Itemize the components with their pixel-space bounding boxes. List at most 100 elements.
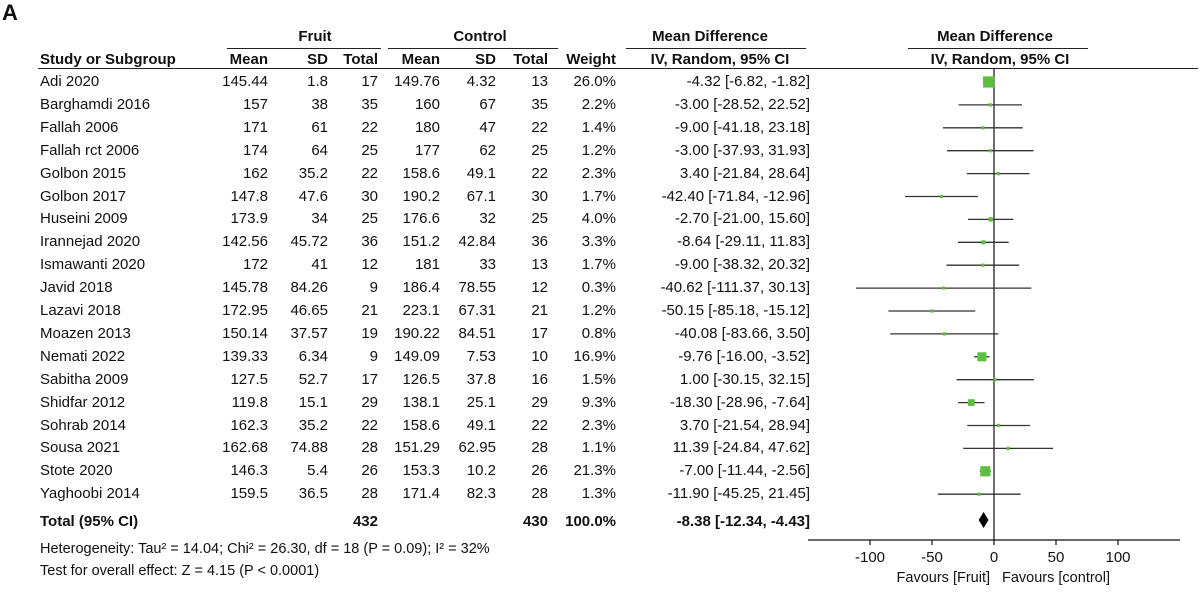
study-name: Stote 2020: [40, 462, 113, 480]
weight: 4.0%: [581, 210, 616, 228]
effect-marker: [942, 286, 946, 290]
control-total: 36: [531, 233, 548, 251]
weight: 9.3%: [581, 393, 616, 411]
effect-marker: [983, 76, 995, 88]
mean-difference-ci: -50.15 [-85.18, -15.12]: [661, 302, 810, 319]
control-total: 13: [531, 73, 548, 90]
control-mean: 190.2: [402, 187, 440, 205]
effect-marker: [981, 126, 985, 130]
fruit-sd: 41: [311, 256, 328, 274]
control-sd-header: SD: [475, 51, 496, 68]
mean-difference-ci: -9.00 [-38.32, 20.32]: [674, 256, 810, 274]
fruit-total-header: Total: [343, 51, 378, 68]
control-mean: 149.09: [394, 347, 440, 365]
effect-marker: [981, 263, 985, 267]
fruit-total: 12: [361, 256, 378, 274]
control-mean: 151.29: [394, 439, 440, 457]
study-name: Sohrab 2014: [40, 416, 126, 434]
mean-difference-ci: 3.70 [-21.54, 28.94]: [679, 416, 810, 434]
weight-header: Weight: [566, 51, 616, 68]
weight: 0.8%: [581, 324, 616, 342]
study-name: Golbon 2015: [40, 164, 126, 182]
mean-difference-ci: -42.40 [-71.84, -12.96]: [661, 187, 810, 205]
study-name: Fallah rct 2006: [40, 141, 140, 159]
panel-label: A: [2, 0, 18, 25]
control-sd: 33: [479, 256, 496, 274]
study-name: Shidfar 2012: [40, 393, 126, 411]
total-ci: -8.38 [-12.34, -4.43]: [676, 513, 810, 530]
control-mean: 151.2: [402, 233, 440, 251]
x-tick-label: -50: [921, 549, 943, 566]
fruit-sd-header: SD: [307, 51, 328, 68]
study-name: Adi 2020: [40, 73, 100, 90]
fruit-group-header: Fruit: [298, 28, 332, 45]
fruit-total: 22: [361, 118, 378, 136]
mean-difference-ci: 3.40 [-21.84, 28.64]: [679, 164, 810, 182]
mean-difference-ci: -40.62 [-111.37, 30.13]: [660, 279, 810, 297]
overall-effect-test: Test for overall effect: Z = 4.15 (P < 0…: [40, 563, 320, 579]
fruit-total: 9: [369, 279, 378, 297]
effect-marker: [981, 240, 986, 245]
md-left-subheader: IV, Random, 95% CI: [650, 51, 790, 68]
weight: 0.3%: [581, 279, 616, 297]
md-right-header-rule: [908, 48, 1088, 49]
table-header-rule: [38, 68, 1198, 69]
mean-difference-ci: -3.00 [-28.52, 22.52]: [674, 95, 810, 113]
control-total: 25: [531, 210, 548, 228]
effect-marker: [977, 492, 981, 496]
md-left-header: Mean Difference: [652, 28, 768, 45]
study-name: Javid 2018: [40, 279, 113, 297]
fruit-total: 25: [361, 210, 378, 228]
control-sd: 10.2: [466, 462, 496, 480]
fruit-sd: 35.2: [298, 416, 328, 434]
fruit-total: 28: [361, 485, 378, 503]
weight: 26.0%: [573, 73, 616, 90]
control-total: 29: [531, 393, 548, 411]
control-sd: 4.32: [466, 73, 496, 90]
weight: 1.5%: [581, 370, 616, 388]
mean-difference-ci: 1.00 [-30.15, 32.15]: [679, 370, 810, 388]
study-name: Ismawanti 2020: [40, 256, 146, 274]
favours-fruit-label: Favours [Fruit]: [897, 570, 990, 586]
x-tick-label: 100: [1105, 549, 1130, 566]
control-sd: 82.3: [466, 485, 496, 503]
md-right-header: Mean Difference: [937, 28, 1053, 45]
fruit-total: 30: [361, 187, 378, 205]
fruit-total: 28: [361, 439, 378, 457]
control-mean: 158.6: [402, 164, 440, 182]
fruit-mean: 171: [242, 118, 268, 136]
control-sd: 25.1: [466, 393, 496, 411]
study-name: Irannejad 2020: [40, 233, 141, 251]
effect-marker: [1006, 446, 1010, 450]
control-total: 10: [531, 347, 548, 365]
weight: 16.9%: [573, 347, 616, 365]
control-mean: 171.4: [402, 485, 440, 503]
fruit-total: 22: [361, 416, 378, 434]
control-mean: 158.6: [402, 416, 440, 434]
fruit-mean: 172: [242, 256, 268, 274]
fruit-mean: 139.33: [222, 347, 268, 365]
fruit-mean: 174: [242, 141, 268, 159]
effect-marker: [980, 466, 991, 477]
fruit-mean: 172.95: [222, 302, 268, 319]
mean-difference-ci: -7.00 [-11.44, -2.56]: [679, 462, 810, 480]
control-sd: 67.31: [458, 302, 496, 319]
fruit-total: 22: [361, 164, 378, 182]
control-total: 22: [531, 164, 548, 182]
pooled-effect-diamond: [978, 512, 989, 528]
control-header-rule: [388, 48, 558, 49]
study-name: Lazavi 2018: [40, 302, 121, 319]
control-mean: 190.22: [394, 324, 440, 342]
fruit-mean: 162.68: [222, 439, 268, 457]
fruit-total: 21: [361, 302, 378, 319]
mean-difference-ci: -9.00 [-41.18, 23.18]: [674, 118, 810, 136]
effect-marker: [993, 378, 997, 382]
fruit-mean: 119.8: [231, 393, 268, 411]
md-right-subheader: IV, Random, 95% CI: [930, 51, 1070, 68]
control-total: 21: [531, 302, 548, 319]
fruit-total: 17: [361, 370, 378, 388]
weight: 1.7%: [581, 256, 616, 274]
fruit-sd: 1.8: [307, 73, 328, 90]
study-name: Golbon 2017: [40, 187, 126, 205]
fruit-mean: 157: [242, 95, 268, 113]
